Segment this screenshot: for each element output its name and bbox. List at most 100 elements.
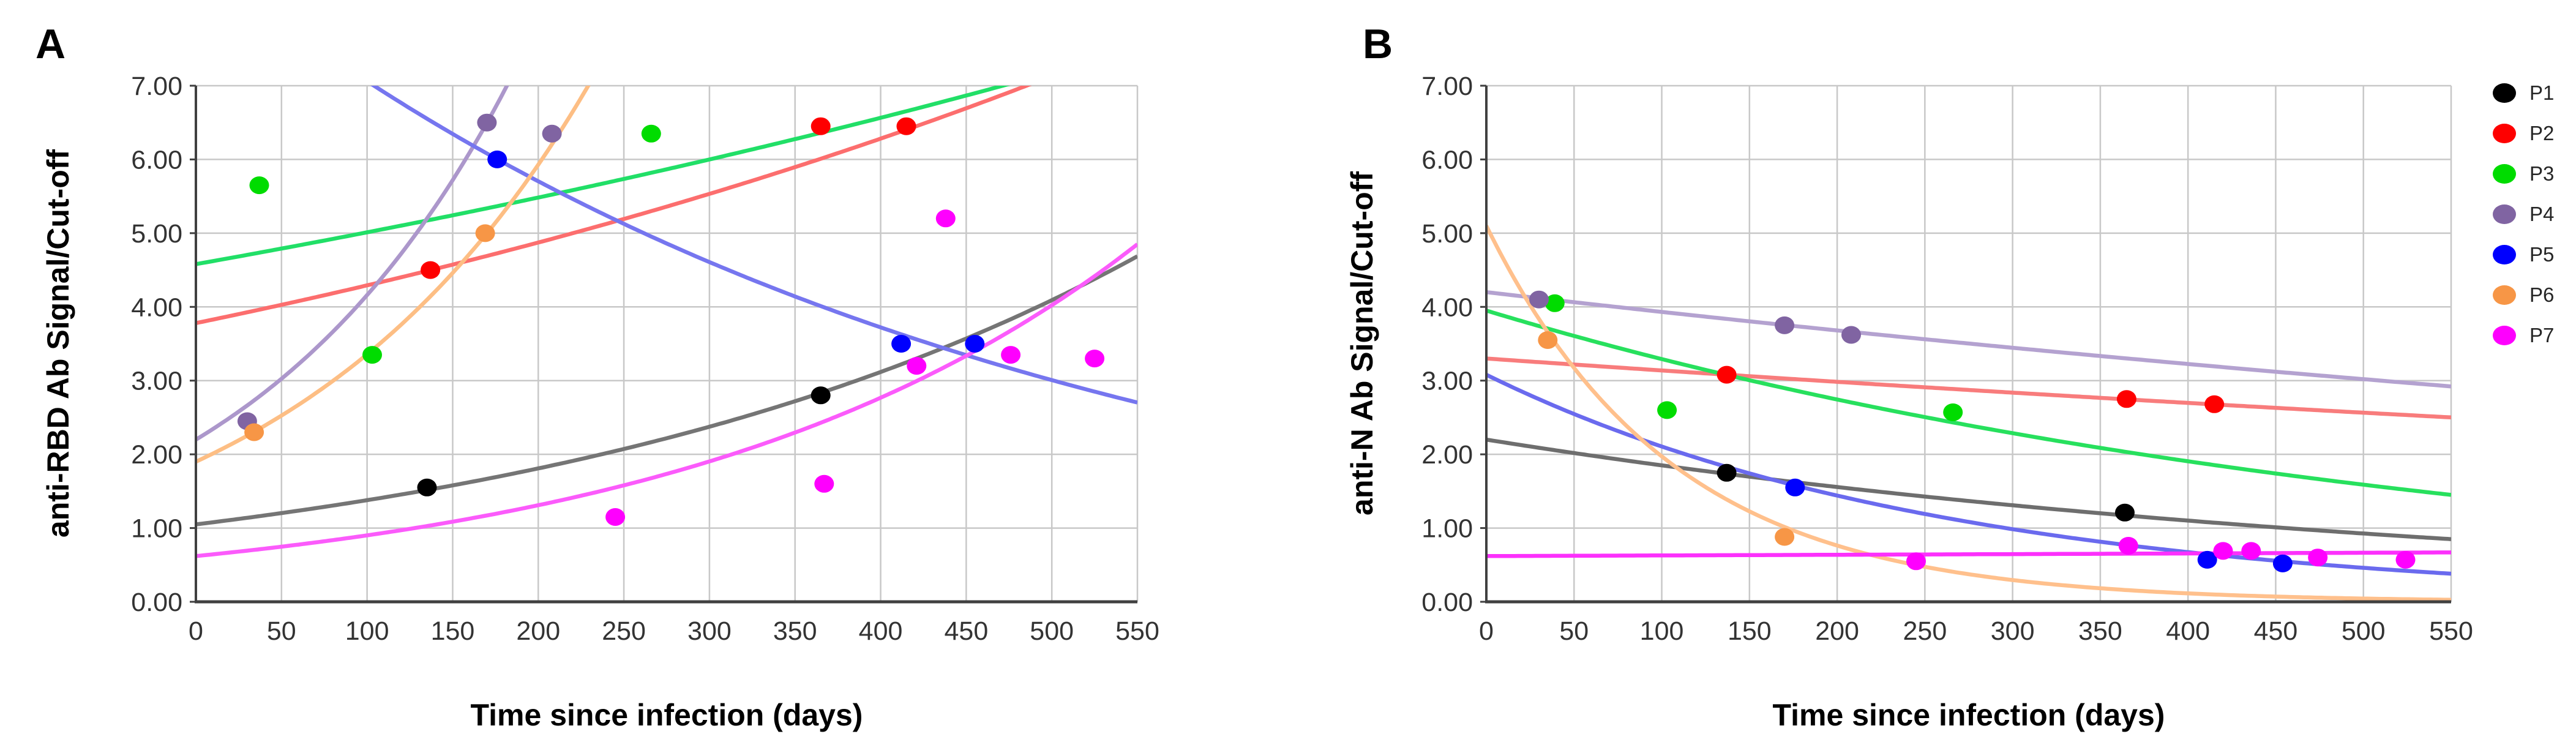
y-tick-label: 4.00 <box>131 293 182 322</box>
panel-a-chart: A anti-RBD Ab Signal/Cut-off Time since … <box>36 21 1159 732</box>
trendline-p6 <box>1486 225 2451 602</box>
x-tick-label: 250 <box>602 616 646 646</box>
panel-b-chart: B anti-N Ab Signal/Cut-off Time since in… <box>1345 21 2473 732</box>
legend-label: P3 <box>2529 162 2555 185</box>
legend-label: P5 <box>2529 243 2555 266</box>
y-tick-label: 2.00 <box>131 440 182 470</box>
legend-marker-p6 <box>2493 285 2516 305</box>
x-tick-label: 100 <box>345 616 389 646</box>
legend-label: P1 <box>2529 81 2555 104</box>
x-tick-label: 50 <box>1559 616 1589 646</box>
data-point-p7 <box>1085 350 1105 368</box>
x-tick-label: 150 <box>1728 616 1772 646</box>
x-tick-label: 300 <box>687 616 732 646</box>
legend-label: P2 <box>2529 122 2555 144</box>
data-point-p4 <box>542 124 562 143</box>
data-point-p1 <box>1717 463 1737 482</box>
panel-b-x-axis-title: Time since infection (days) <box>1773 698 2165 732</box>
x-tick-label: 350 <box>773 616 817 646</box>
data-point-p2 <box>2204 395 2225 413</box>
legend-item-p5: P5 <box>2493 234 2554 275</box>
x-tick-label: 500 <box>1030 616 1074 646</box>
data-point-p4 <box>477 113 497 132</box>
data-point-p2 <box>2116 390 2136 408</box>
panel-a-y-axis-title: anti-RBD Ab Signal/Cut-off <box>41 149 75 538</box>
x-tick-label: 450 <box>944 616 988 646</box>
panel-a-label: A <box>36 21 66 67</box>
x-tick-label: 0 <box>1479 616 1494 646</box>
y-tick-label: 6.00 <box>131 145 182 174</box>
data-point-p5 <box>965 335 985 353</box>
trendline-p7 <box>1486 550 2451 558</box>
legend-marker-p2 <box>2493 124 2516 143</box>
x-tick-label: 450 <box>2254 616 2298 646</box>
trendline-p3 <box>1486 309 2451 497</box>
legend-label: P4 <box>2529 203 2555 225</box>
trendline-p3 <box>196 86 1011 266</box>
data-point-p1 <box>2115 503 2135 522</box>
legend-marker-p3 <box>2493 164 2516 184</box>
x-tick-label: 50 <box>267 616 296 646</box>
legend-marker-p7 <box>2493 326 2516 345</box>
data-point-p3 <box>1943 403 1963 421</box>
trendline-p6 <box>196 86 591 464</box>
y-tick-label: 5.00 <box>1421 219 1473 249</box>
panel-b-label: B <box>1363 21 1393 67</box>
panel-a-plot-area: 0.00 1.00 2.00 3.00 4.00 5.00 6.00 7.00 0 50 100 15… <box>131 72 1159 646</box>
legend-label: P6 <box>2529 283 2555 306</box>
data-point-p7 <box>2213 542 2233 560</box>
trendline-p2 <box>1486 356 2451 420</box>
data-point-p7 <box>2118 537 2138 555</box>
trendline-p1 <box>196 254 1137 526</box>
data-point-p5 <box>487 150 507 168</box>
x-tick-label: 0 <box>189 616 203 646</box>
x-tick-label: 550 <box>1115 616 1159 646</box>
panel-a-x-axis-title: Time since infection (days) <box>471 698 863 732</box>
legend-marker-p4 <box>2493 204 2516 224</box>
y-tick-label: 1.00 <box>1421 514 1473 544</box>
trendline-p4 <box>196 86 509 441</box>
legend-item-p4: P4 <box>2493 194 2554 234</box>
y-tick-label: 1.00 <box>131 514 182 544</box>
panel-b-plot-area: 0.00 1.00 2.00 3.00 4.00 5.00 6.00 7.00 0 50 100 15… <box>1421 72 2473 646</box>
x-tick-label: 250 <box>1903 616 1947 646</box>
x-tick-label: 550 <box>2429 616 2473 646</box>
data-point-p7 <box>1001 346 1021 364</box>
data-point-p6 <box>244 423 264 441</box>
data-point-p7 <box>1906 552 1926 571</box>
patient-legend: P1 P2 P3 P4 P5 P6 P7 <box>2493 73 2554 356</box>
data-point-p7 <box>907 357 927 375</box>
data-point-p5 <box>891 335 912 353</box>
y-tick-label: 3.00 <box>131 367 182 396</box>
data-point-p3 <box>641 124 661 143</box>
trendline-p1 <box>1486 437 2451 541</box>
y-tick-label: 6.00 <box>1421 145 1473 174</box>
y-tick-label: 3.00 <box>1421 367 1473 396</box>
y-tick-label: 7.00 <box>1421 72 1473 101</box>
data-point-p6 <box>1775 528 1795 546</box>
y-tick-label: 7.00 <box>131 72 182 101</box>
y-tick-label: 0.00 <box>131 588 182 617</box>
x-tick-label: 300 <box>1991 616 2035 646</box>
data-point-p5 <box>2272 554 2293 572</box>
data-point-p1 <box>811 386 831 405</box>
data-point-p3 <box>362 346 382 364</box>
data-point-p4 <box>1841 326 1861 344</box>
y-tick-label: 5.00 <box>131 219 182 249</box>
data-point-p2 <box>421 261 441 279</box>
trendline-p2 <box>196 86 1032 325</box>
x-tick-label: 150 <box>431 616 475 646</box>
legend-marker-p5 <box>2493 245 2516 264</box>
data-point-p2 <box>1717 365 1737 384</box>
panel-b-y-axis-title: anti-N Ab Signal/Cut-off <box>1345 171 1379 515</box>
trendline-p5 <box>1486 373 2451 576</box>
data-point-p3 <box>1657 401 1677 419</box>
x-tick-label: 100 <box>1640 616 1684 646</box>
legend-item-p1: P1 <box>2493 73 2554 113</box>
legend-label: P7 <box>2529 324 2555 347</box>
data-point-p2 <box>811 117 831 135</box>
data-point-p3 <box>249 176 269 195</box>
data-point-p7 <box>2395 550 2416 569</box>
x-tick-label: 500 <box>2342 616 2386 646</box>
